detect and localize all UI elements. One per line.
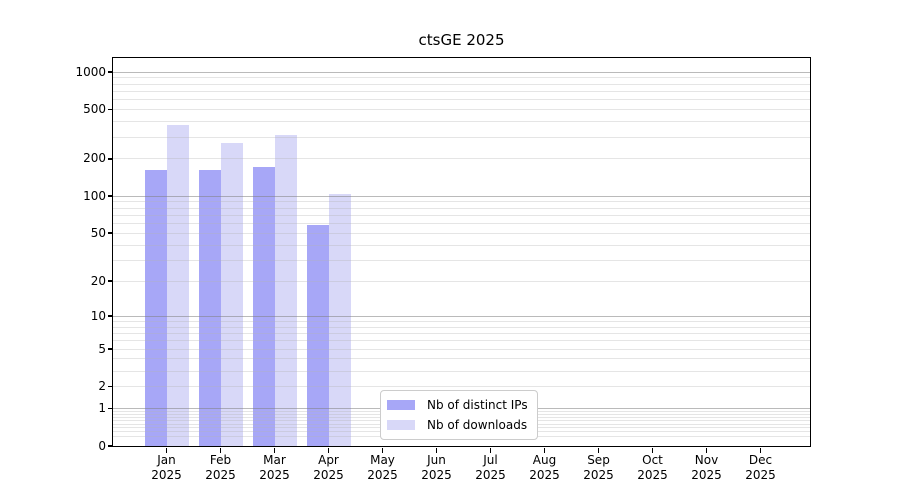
legend-label-downloads: Nb of downloads — [427, 418, 528, 432]
gridline-major-1000 — [113, 71, 810, 73]
x-tick-label-dec: Dec 2025 — [745, 453, 776, 482]
gridline-minor-4 — [113, 358, 810, 360]
x-tick-label-oct: Oct 2025 — [637, 453, 668, 482]
x-tick-jun — [435, 447, 438, 453]
x-tick-label-aug: Aug 2025 — [529, 453, 560, 482]
y-tick-label-20: 20 — [90, 273, 106, 288]
gridline-minor-80 — [113, 207, 810, 209]
x-tick-label-jan: Jan 2025 — [151, 453, 182, 482]
x-tick-oct — [651, 447, 654, 453]
gridline-minor-2 — [113, 386, 810, 387]
gridline-minor-30 — [113, 259, 810, 261]
y-tick-label-100: 100 — [83, 188, 106, 203]
gridline-minor-400 — [113, 121, 810, 122]
legend-label-distinct-ips: Nb of distinct IPs — [427, 398, 528, 412]
gridline-minor-7 — [113, 332, 810, 334]
x-tick-may — [381, 447, 384, 453]
legend-swatch-distinct-ips — [387, 400, 415, 410]
gridline-minor-600 — [113, 99, 810, 101]
bar-nb-of-downloads-apr-2025 — [328, 193, 351, 446]
gridline-minor-900 — [113, 77, 810, 79]
plot-area — [112, 57, 811, 447]
x-tick-apr — [327, 447, 330, 453]
x-tick-label-nov: Nov 2025 — [691, 453, 722, 482]
legend-item-downloads: Nb of downloads — [387, 417, 528, 433]
y-tick-label-0: 0 — [98, 438, 106, 453]
x-tick-jan — [165, 447, 168, 453]
y-tick-200 — [107, 158, 113, 160]
gridline-minor-800 — [113, 83, 810, 85]
bar-nb-of-distinct-ips-jan-2025 — [144, 169, 167, 446]
y-tick-100 — [107, 195, 113, 197]
legend-swatch-downloads — [387, 420, 415, 430]
legend: Nb of distinct IPs Nb of downloads — [380, 390, 538, 440]
gridline-minor-300 — [113, 136, 810, 138]
y-tick-5 — [107, 348, 113, 350]
bar-nb-of-distinct-ips-feb-2025 — [198, 169, 221, 446]
y-tick-label-5: 5 — [98, 341, 106, 356]
y-tick-1000 — [107, 71, 113, 73]
x-tick-label-jun: Jun 2025 — [421, 453, 452, 482]
y-tick-10 — [107, 315, 113, 317]
gridline-minor-9 — [113, 320, 810, 322]
y-tick-label-50: 50 — [90, 225, 106, 240]
y-tick-label-1000: 1000 — [75, 64, 106, 79]
x-tick-jul — [489, 447, 492, 453]
bar-nb-of-distinct-ips-mar-2025 — [252, 166, 275, 446]
x-tick-label-mar: Mar 2025 — [259, 453, 290, 482]
gridline-minor-700 — [113, 90, 810, 92]
y-tick-50 — [107, 232, 113, 234]
x-tick-dec — [759, 447, 762, 453]
gridline-minor-200 — [113, 158, 810, 160]
x-tick-mar — [273, 447, 276, 453]
x-tick-nov — [705, 447, 708, 453]
x-tick-label-jul: Jul 2025 — [475, 453, 506, 482]
y-tick-1 — [107, 407, 113, 410]
y-tick-label-1: 1 — [98, 401, 106, 415]
bar-nb-of-distinct-ips-apr-2025 — [306, 225, 329, 446]
x-tick-label-apr: Apr 2025 — [313, 453, 344, 482]
gridline-minor-3 — [113, 370, 810, 372]
gridline-minor-70 — [113, 214, 810, 216]
gridline-major-100 — [113, 195, 810, 197]
gridline-minor-8 — [113, 326, 810, 328]
x-tick-label-sep: Sep 2025 — [583, 453, 614, 482]
y-tick-0 — [107, 445, 113, 447]
y-tick-label-2: 2 — [98, 379, 106, 393]
gridline-major-10 — [113, 315, 810, 317]
legend-item-distinct-ips: Nb of distinct IPs — [387, 397, 528, 413]
x-tick-label-feb: Feb 2025 — [205, 453, 236, 482]
y-tick-label-500: 500 — [83, 102, 106, 116]
y-tick-500 — [107, 108, 113, 111]
y-tick-20 — [107, 280, 113, 282]
x-tick-aug — [543, 447, 546, 453]
chart-title: ctsGE 2025 — [418, 31, 505, 49]
gridline-minor-6 — [113, 340, 810, 342]
gridline-minor-50 — [113, 232, 810, 234]
bar-nb-of-downloads-feb-2025 — [220, 143, 243, 446]
gridline-minor-5 — [113, 348, 810, 350]
x-tick-label-may: May 2025 — [367, 453, 398, 482]
x-tick-sep — [597, 447, 600, 453]
gridline-minor-20 — [113, 280, 810, 282]
gridline-minor-500 — [113, 109, 810, 110]
y-tick-label-200: 200 — [83, 151, 106, 166]
y-tick-2 — [107, 385, 113, 388]
gridline-minor-90 — [113, 201, 810, 203]
bar-nb-of-downloads-mar-2025 — [274, 134, 297, 446]
y-tick-label-10: 10 — [90, 308, 106, 323]
gridline-minor-60 — [113, 223, 810, 224]
x-tick-feb — [219, 447, 222, 453]
bar-nb-of-downloads-jan-2025 — [166, 125, 189, 446]
gridline-minor-40 — [113, 244, 810, 246]
